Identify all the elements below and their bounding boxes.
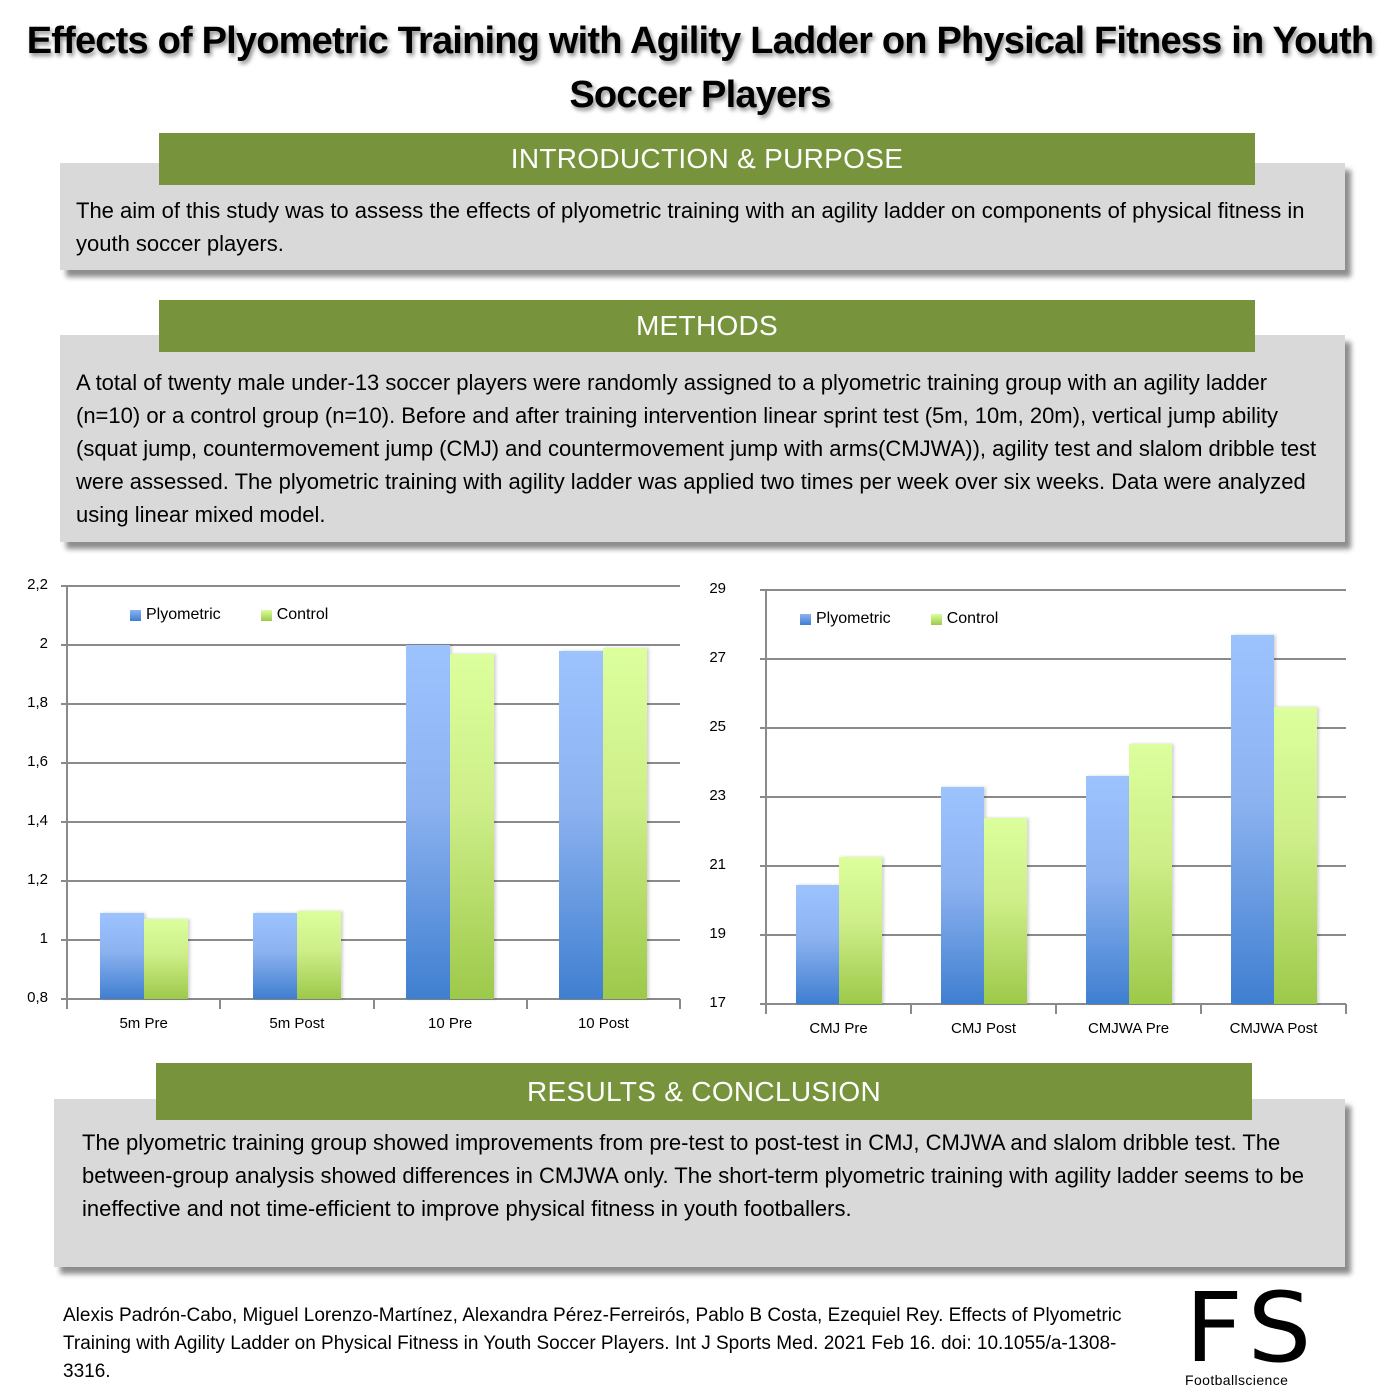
x-category-label: 10 Post [577,1015,629,1032]
legend-label: Plyometric [816,610,891,627]
y-tick-label: 1,4 [27,812,48,829]
y-tick-label: 2 [39,635,48,652]
gridline [760,934,1346,936]
gridline [760,865,1346,867]
y-tick-label: 1 [39,930,48,947]
gridline [760,727,1346,729]
gridline [760,1003,1346,1005]
x-tick [1345,1004,1347,1014]
gridline [61,703,680,705]
y-tick-label: 1,8 [27,694,48,711]
y-tick-label: 25 [709,718,726,735]
gridline [61,880,680,882]
y-axis [66,586,68,999]
poster-title: Effects of Plyometric Training with Agil… [26,20,1374,116]
x-tick [372,999,375,1009]
x-tick [679,999,681,1009]
bar-plyometric-5m-post [252,913,297,999]
y-tick-label: 0,8 [27,989,48,1006]
x-category-label: 10 Pre [428,1015,473,1032]
legend-label: Control [946,610,999,627]
chart-legend: Plyometric Control [130,606,368,624]
results-header: RESULTS & CONCLUSION [156,1063,1252,1120]
logo-name: Footballscience [1185,1372,1289,1388]
x-category-label: CMJ Pre [809,1020,868,1037]
bar-control-10-pre [450,653,495,999]
results-text: The plyometric training group showed imp… [82,1130,1304,1221]
y-tick-label: 1,6 [27,753,48,770]
y-tick-label: 27 [709,649,726,666]
x-tick [1200,1004,1202,1014]
results-box [54,1099,1345,1267]
x-tick [66,999,68,1009]
x-category-label: CMJWA Pre [1087,1020,1170,1037]
gridline [760,589,1346,591]
legend-item-plyometric: Plyometric [130,606,221,624]
legend-swatch-icon [130,609,141,621]
sprint-bar-chart: 0,8 1 1,2 1,4 1,6 1,8 2 2,2 5m Pre 5m Post 10 Pre 1… [0,560,690,1050]
x-category-label: 5m Pre [119,1015,168,1032]
bar-plyometric-5m-pre [99,913,144,999]
bar-plyometric-cmjwa-post [1230,634,1274,1004]
y-tick-label: 29 [709,580,726,597]
gridline [61,821,680,823]
legend-swatch-icon [260,609,272,621]
x-tick [219,999,222,1009]
citation: Alexis Padrón-Cabo, Miguel Lorenzo-Martí… [63,1305,1122,1382]
footballscience-logo: FS Footballscience [1185,1280,1350,1388]
introduction-header: INTRODUCTION & PURPOSE [159,133,1255,185]
bar-control-5m-pre [143,919,188,999]
gridline [760,796,1346,798]
gridline [61,939,680,941]
y-axis [765,590,767,1004]
methods-header: METHODS [159,300,1255,352]
legend-item-control: Control [930,610,999,628]
bar-control-cmj-post [983,817,1027,1004]
legend-swatch-icon [930,613,942,625]
gridline [61,998,680,1000]
bar-control-cmj-pre [838,857,882,1004]
x-category-label: CMJWA Post [1229,1020,1318,1037]
x-tick [525,999,528,1009]
legend-label: Control [276,606,329,623]
bar-plyometric-cmj-pre [795,884,839,1004]
y-tick-label: 2,2 [27,576,48,593]
x-tick [1055,1004,1057,1014]
y-tick-label: 19 [709,925,726,942]
logo-mark: FS [1185,1272,1318,1384]
bar-control-cmjwa-pre [1128,743,1172,1004]
methods-box [60,335,1345,542]
bar-control-10-post [603,647,648,999]
y-tick-label: 23 [709,787,726,804]
bar-plyometric-cmj-post [940,786,984,1004]
legend-item-plyometric: Plyometric [800,610,891,628]
chart-legend: Plyometric Control [800,610,1038,628]
bar-plyometric-10-post [559,650,604,999]
gridline [61,644,680,646]
legend-item-control: Control [260,606,329,624]
y-tick-label: 21 [709,856,726,873]
methods-text: A total of twenty male under-13 soccer p… [76,370,1317,527]
legend-swatch-icon [800,613,811,625]
bar-plyometric-10-pre [406,645,451,999]
y-tick-label: 1,2 [27,871,48,888]
x-category-label: CMJ Post [950,1020,1016,1037]
bar-control-cmjwa-post [1273,707,1317,1004]
legend-label: Plyometric [146,606,221,623]
gridline [760,658,1346,660]
bar-plyometric-cmjwa-pre [1085,776,1129,1004]
introduction-text: The aim of this study was to assess the … [76,198,1305,256]
x-tick [765,1004,767,1014]
bar-control-5m-post [296,910,341,999]
x-category-label: 5m Post [269,1015,325,1032]
y-tick-label: 17 [709,994,726,1011]
gridline [61,762,680,764]
x-tick [910,1004,912,1014]
gridline [61,585,680,587]
jump-bar-chart: 17 19 21 23 25 27 29 CMJ Pre CMJ Post CMJWA Pre CM… [690,560,1400,1050]
